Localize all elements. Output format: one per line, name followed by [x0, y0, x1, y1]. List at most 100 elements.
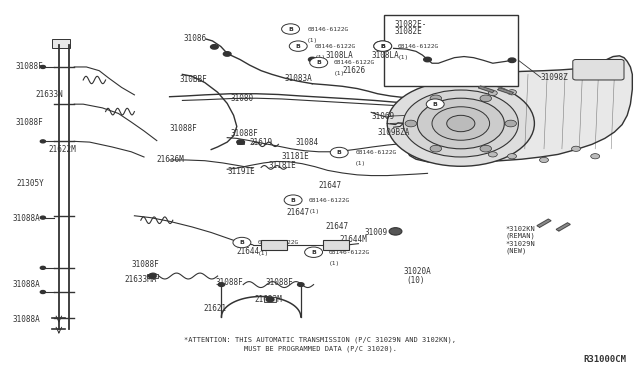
- Text: (REMAN): (REMAN): [506, 233, 535, 240]
- Text: (1): (1): [334, 71, 346, 76]
- Text: (1): (1): [315, 55, 326, 60]
- Circle shape: [389, 228, 402, 235]
- Text: 31181E: 31181E: [269, 161, 296, 170]
- Bar: [237, 141, 244, 144]
- Circle shape: [488, 152, 497, 157]
- Text: 31088F: 31088F: [131, 260, 159, 269]
- Text: 21633N: 21633N: [35, 90, 63, 99]
- Text: 21644: 21644: [237, 247, 260, 256]
- Text: (1): (1): [355, 161, 367, 166]
- Bar: [264, 297, 276, 302]
- Text: B: B: [380, 44, 385, 49]
- Circle shape: [282, 24, 300, 34]
- Bar: [147, 274, 158, 278]
- Circle shape: [508, 58, 516, 62]
- Text: 31083A: 31083A: [285, 74, 312, 83]
- Circle shape: [374, 41, 392, 51]
- Text: 31082E: 31082E: [395, 27, 422, 36]
- Circle shape: [572, 146, 580, 151]
- Text: 21647: 21647: [287, 208, 310, 217]
- Text: 31088A: 31088A: [13, 280, 40, 289]
- Circle shape: [330, 147, 348, 158]
- Circle shape: [218, 283, 225, 286]
- Text: 31088F: 31088F: [230, 129, 258, 138]
- Text: B: B: [288, 26, 293, 32]
- Polygon shape: [537, 219, 551, 227]
- Text: 08146-6122G: 08146-6122G: [257, 240, 298, 245]
- Text: 31084: 31084: [296, 138, 319, 147]
- Text: (1): (1): [329, 261, 340, 266]
- Text: 21622M: 21622M: [48, 145, 76, 154]
- Text: 31088F: 31088F: [266, 278, 293, 287]
- Circle shape: [237, 140, 244, 144]
- Text: 31191E: 31191E: [227, 167, 255, 176]
- Bar: [52, 39, 70, 48]
- Circle shape: [540, 157, 548, 163]
- Circle shape: [430, 145, 442, 152]
- Polygon shape: [404, 56, 632, 163]
- Circle shape: [305, 247, 323, 257]
- Bar: [323, 240, 349, 250]
- Circle shape: [480, 145, 492, 152]
- Circle shape: [40, 140, 45, 143]
- Text: 31181E: 31181E: [282, 153, 309, 161]
- Bar: [384, 15, 518, 86]
- Circle shape: [266, 297, 274, 302]
- Circle shape: [403, 90, 518, 157]
- Text: 08146-6122G: 08146-6122G: [398, 44, 439, 49]
- Text: 21305Y: 21305Y: [16, 179, 44, 188]
- Text: 21636M: 21636M: [157, 155, 184, 164]
- Text: B: B: [380, 44, 385, 49]
- Text: 21647: 21647: [325, 222, 348, 231]
- Circle shape: [417, 98, 504, 149]
- Text: 31082E-: 31082E-: [395, 20, 428, 29]
- Text: 21633MA: 21633MA: [125, 275, 157, 284]
- Circle shape: [40, 291, 45, 294]
- Circle shape: [310, 57, 328, 68]
- Text: 31020A: 31020A: [403, 267, 431, 276]
- Circle shape: [387, 81, 534, 166]
- Text: (1): (1): [308, 209, 320, 214]
- Text: 3108LA: 3108LA: [325, 51, 353, 60]
- Text: 21621: 21621: [204, 304, 227, 313]
- Text: *ATTENTION: THIS AUTOMATIC TRANSMISSION (P/C 31029N AND 3102KN),: *ATTENTION: THIS AUTOMATIC TRANSMISSION …: [184, 336, 456, 343]
- Text: 3108LA: 3108LA: [371, 51, 399, 60]
- Circle shape: [233, 237, 251, 248]
- Text: 3109BZA: 3109BZA: [378, 128, 410, 137]
- Circle shape: [211, 45, 218, 49]
- Text: 31009: 31009: [365, 228, 388, 237]
- Circle shape: [508, 154, 516, 159]
- Circle shape: [405, 120, 417, 127]
- Text: 31086: 31086: [184, 34, 207, 43]
- Circle shape: [480, 95, 492, 102]
- FancyBboxPatch shape: [573, 60, 624, 80]
- Text: 31088F: 31088F: [16, 118, 44, 126]
- Text: 21619: 21619: [250, 138, 273, 147]
- Circle shape: [374, 41, 392, 51]
- Text: 31088A: 31088A: [13, 214, 40, 223]
- Text: 31088F: 31088F: [170, 124, 197, 133]
- Text: B: B: [239, 240, 244, 245]
- Circle shape: [289, 41, 307, 51]
- Text: (NEW): (NEW): [506, 248, 527, 254]
- Polygon shape: [498, 88, 513, 94]
- Circle shape: [40, 65, 45, 68]
- Circle shape: [40, 266, 45, 269]
- Text: 31098Z: 31098Z: [541, 73, 568, 82]
- Circle shape: [432, 107, 490, 140]
- Text: *3102KN: *3102KN: [506, 226, 535, 232]
- Text: B: B: [433, 102, 438, 107]
- Text: 31080: 31080: [230, 94, 253, 103]
- Text: (1): (1): [257, 251, 269, 256]
- Text: (10): (10): [406, 276, 425, 285]
- Text: 310BBF: 310BBF: [179, 76, 207, 84]
- Circle shape: [508, 90, 516, 95]
- Circle shape: [223, 52, 231, 56]
- Circle shape: [447, 115, 475, 132]
- Circle shape: [148, 274, 156, 278]
- Text: 31069: 31069: [371, 112, 394, 121]
- Text: B: B: [316, 60, 321, 65]
- Text: 08146-6122G: 08146-6122G: [451, 102, 492, 107]
- Bar: [261, 240, 287, 250]
- Text: (1): (1): [398, 55, 410, 60]
